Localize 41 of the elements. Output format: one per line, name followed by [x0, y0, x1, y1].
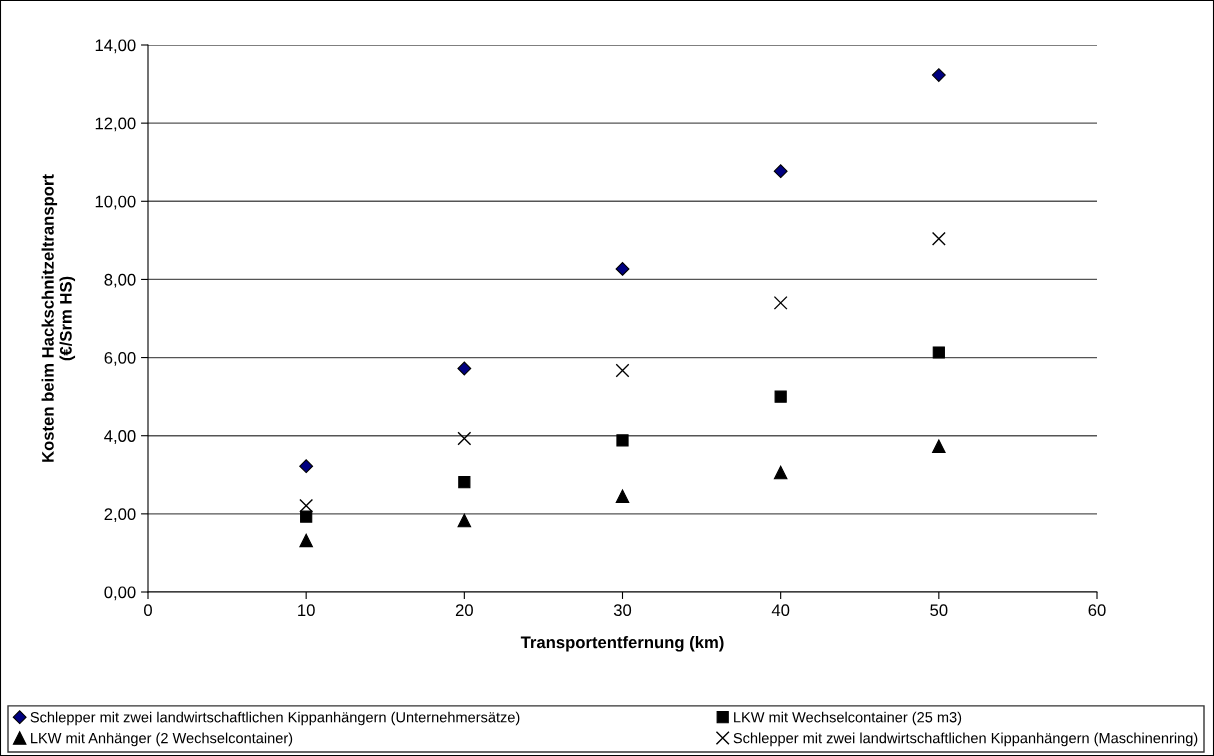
x-tick-label: 40 [771, 604, 790, 617]
x-tick-label: 50 [930, 604, 948, 617]
x-axis-title: Transportentfernung (km) [520, 636, 724, 652]
point [300, 510, 313, 523]
x-tick-label: 10 [298, 604, 315, 617]
point [932, 346, 945, 359]
legend-label: Schlepper mit zwei landwirtschaftlichen Kippanhängern (Maschinenring) [733, 732, 1198, 747]
point [616, 434, 629, 447]
point [615, 489, 630, 504]
point [773, 295, 788, 310]
point [615, 261, 630, 276]
point [457, 431, 472, 446]
point [931, 231, 946, 246]
y-tick-label: 12,00 [95, 117, 136, 132]
point [299, 533, 313, 548]
y-tick-label: 8,00 [104, 273, 136, 288]
point [773, 465, 788, 480]
x-tick-label: 60 [1088, 604, 1106, 617]
x-tick-label: 20 [455, 604, 473, 617]
point [458, 476, 471, 489]
y-tick-label: 10,00 [95, 195, 136, 210]
legend-label: Schlepper mit zwei landwirtschaftlichen Kippanhängern (Unternehmersätze) [30, 711, 520, 726]
y-axis-title: Kosten beim Hackschnitzeltransport (€/Srm HS) [41, 174, 76, 462]
y-tick-label: 2,00 [104, 508, 136, 523]
legend-label: LKW mit Anhänger (2 Wechselcontainer) [31, 732, 293, 747]
point [299, 459, 314, 474]
legend-label: LKW mit Wechselcontainer (25 m3) [734, 711, 962, 726]
point [931, 68, 946, 83]
y-tick-label: 4,00 [104, 430, 136, 444]
point [457, 513, 472, 528]
point [773, 164, 788, 179]
y-tick-label: 6,00 [104, 351, 136, 366]
x-tick-label: 0 [144, 604, 152, 617]
point [774, 390, 787, 403]
point [299, 498, 314, 513]
point [615, 363, 630, 378]
y-tick-label: 0,00 [104, 586, 136, 601]
x-tick-label: 30 [613, 604, 632, 617]
point [457, 361, 472, 376]
point [932, 439, 946, 454]
y-tick-label: 14,00 [95, 39, 136, 54]
